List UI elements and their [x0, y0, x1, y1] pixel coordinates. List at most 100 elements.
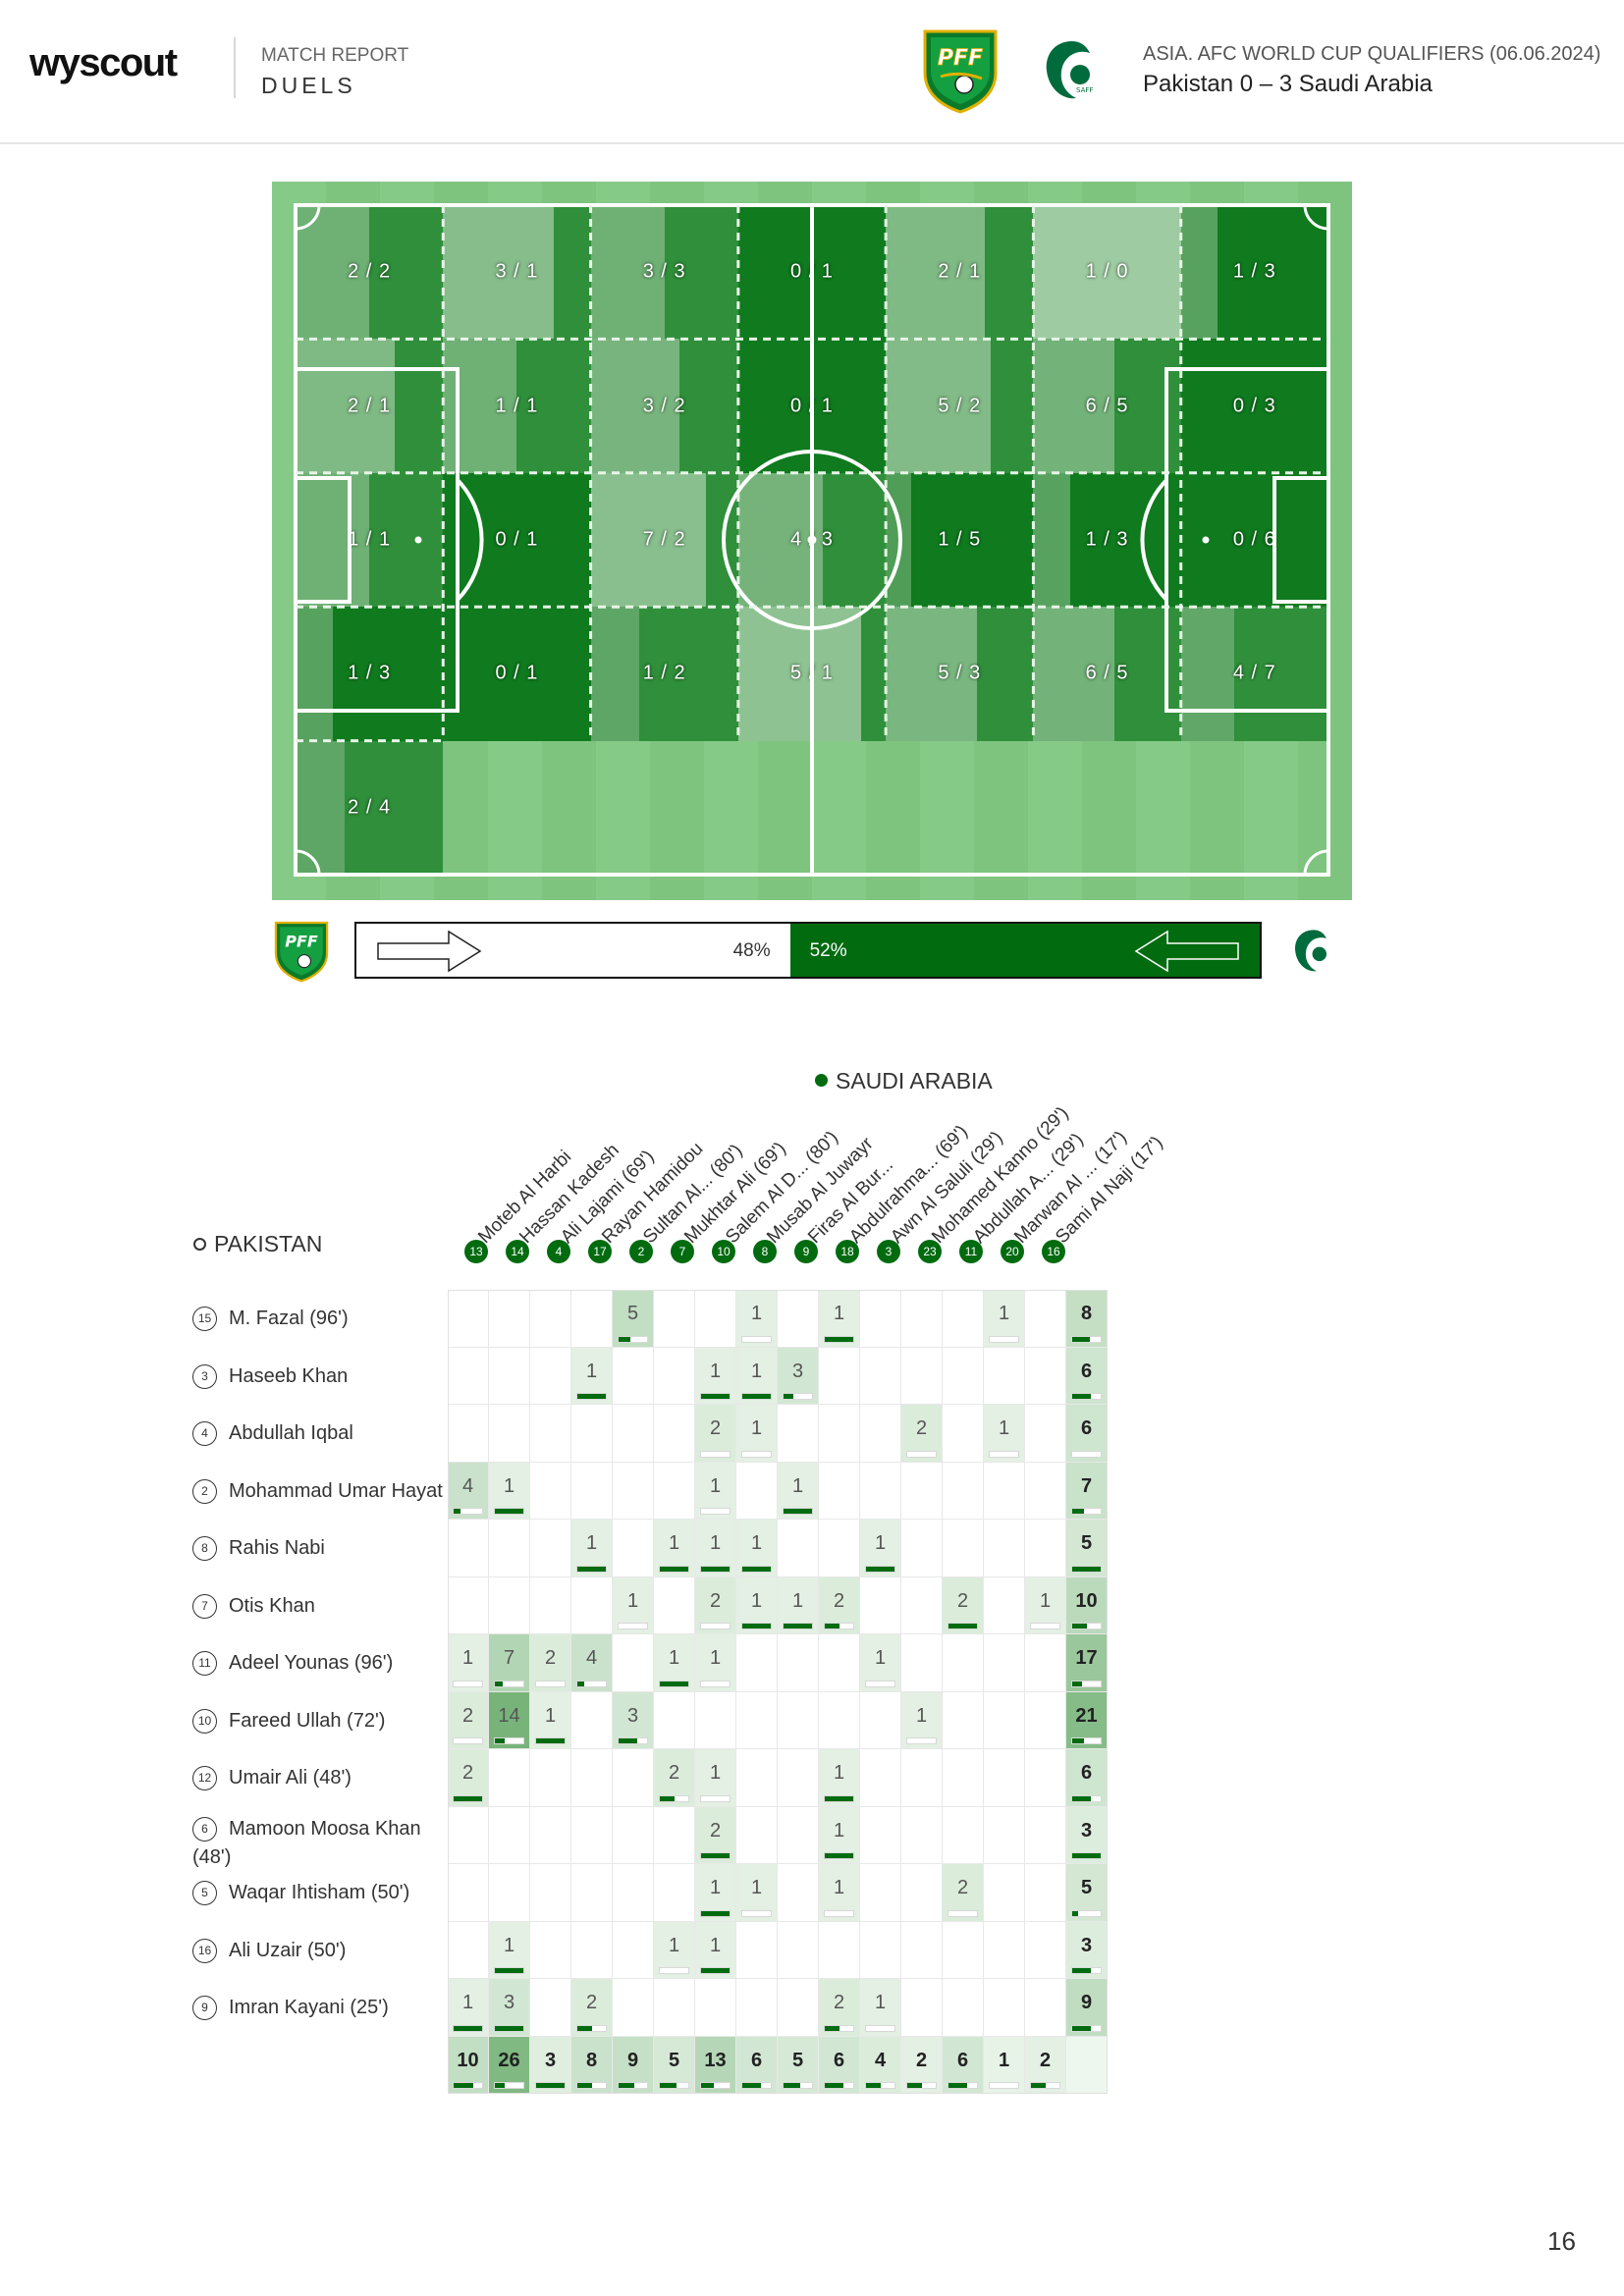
matrix-cell: 1 [819, 1864, 860, 1922]
jersey-number-badge: 16 [1042, 1240, 1065, 1263]
won-share-fill [495, 2025, 523, 2031]
row-player: 10 Fareed Ullah (72') [192, 1707, 448, 1735]
zone-label: 1 / 5 [938, 528, 982, 551]
matrix-cell: 4 [448, 1462, 489, 1520]
zone-label: 2 / 2 [348, 260, 392, 283]
cell-value: 9 [1080, 1992, 1093, 2013]
matrix-cell [984, 1806, 1025, 1864]
column-total-cell: 1 [984, 2036, 1025, 2094]
cell-value: 1 [709, 1474, 722, 1497]
cell-value: 1 [668, 1647, 680, 1669]
won-share-track [659, 1680, 689, 1687]
won-share-fill [825, 1336, 853, 1342]
won-share-fill [660, 1681, 688, 1686]
won-share-fill [454, 1509, 461, 1514]
matrix-cell [901, 1290, 943, 1348]
won-share-fill [784, 1394, 793, 1399]
matrix-cell [489, 1405, 530, 1463]
column-total-cell: 5 [654, 2036, 695, 2094]
won-share-track [1071, 1450, 1102, 1458]
cell-value: 7 [503, 1647, 515, 1669]
matrix-cell [1025, 1979, 1066, 2037]
matrix-cell [943, 1405, 984, 1463]
won-share-track [453, 1680, 483, 1687]
won-share-track [700, 1680, 731, 1687]
matrix-cell [984, 1691, 1025, 1749]
matrix-cell: 1 [654, 1921, 695, 1979]
won-share-track [906, 1737, 937, 1744]
matrix-cell: 7 [489, 1634, 530, 1692]
matrix-cell [901, 1520, 943, 1577]
matrix-cell [778, 1634, 819, 1692]
matrix-cell [901, 1634, 943, 1692]
cell-value: 1 [915, 1704, 928, 1727]
jersey-number-badge: 17 [588, 1240, 612, 1263]
matrix-cell [943, 1290, 984, 1348]
cell-value: 3 [791, 1360, 804, 1382]
home-team-name: PAKISTAN [214, 1231, 323, 1256]
cell-value: 1 [503, 1474, 515, 1497]
won-share-fill [825, 1853, 853, 1858]
won-share-track [741, 2082, 772, 2089]
won-share-fill [619, 1336, 630, 1342]
cell-value: 2 [709, 1417, 722, 1439]
matrix-cell [778, 1520, 819, 1577]
matrix-cell [654, 1290, 695, 1348]
matrix-cell: 1 [695, 1520, 736, 1577]
matrix-cell: 1 [901, 1691, 943, 1749]
matrix-cell [654, 1691, 695, 1749]
cell-value: 1 [544, 1704, 557, 1727]
won-share-track [824, 2082, 854, 2089]
matrix-cell [489, 1576, 530, 1634]
matrix-cell [448, 1405, 489, 1463]
cell-value: 1 [750, 1532, 763, 1554]
matrix-cell [530, 1921, 571, 1979]
matrix-cell: 1 [695, 1749, 736, 1807]
jersey-number-badge: 7 [192, 1593, 217, 1619]
matrix-cell [530, 1576, 571, 1634]
cell-value: 2 [668, 1762, 680, 1784]
row-player-name: Otis Khan [229, 1594, 315, 1617]
won-share-fill [454, 2083, 474, 2088]
pitch-zone: 2 / 1 [886, 205, 1034, 340]
won-share-track [453, 1794, 483, 1802]
pitch-zone: 1 / 1 [296, 472, 444, 608]
won-share-fill [701, 1968, 730, 1973]
row-player-name: Imran Kayani (25') [229, 1997, 389, 2018]
matrix-cell: 1 [819, 1749, 860, 1807]
matrix-cell [943, 1806, 984, 1864]
saudi-badge-icon: SAFF [1039, 37, 1106, 104]
row-total-cell: 8 [1066, 1290, 1108, 1348]
won-share-track [453, 1737, 483, 1744]
matrix-cell: 1 [571, 1520, 613, 1577]
pitch-zone: 1 / 2 [590, 607, 738, 741]
matrix-cell [654, 1347, 695, 1405]
home-possession-fill: 48% [356, 924, 790, 977]
matrix-cell [901, 1864, 943, 1922]
header-divider [234, 37, 236, 98]
row-player: 4 Abdullah Iqbal [192, 1419, 448, 1448]
cell-value: 1 [461, 1647, 474, 1669]
won-share-fill [495, 2083, 506, 2088]
pakistan-badge-small-icon: PFF [274, 921, 329, 983]
won-share-track [1071, 1565, 1102, 1573]
zone-label: 1 / 3 [1232, 260, 1276, 283]
away-team-legend: SAUDI ARABIA [815, 1068, 993, 1095]
cell-value: 1 [750, 1360, 763, 1382]
won-share-fill [577, 2025, 592, 2031]
row-total-cell: 21 [1066, 1691, 1108, 1749]
cell-value: 1 [833, 1762, 845, 1784]
matrix-cell [571, 1921, 613, 1979]
matrix-cell: 1 [448, 1634, 489, 1692]
pitch-zone: 0 / 1 [443, 607, 591, 741]
cell-value: 6 [956, 2049, 969, 2071]
zone-label: 0 / 1 [790, 395, 834, 417]
matrix-cell [984, 1921, 1025, 1979]
matrix-cell [448, 1806, 489, 1864]
matrix-cell [943, 1749, 984, 1807]
cell-value: 2 [585, 1992, 598, 2013]
matrix-cell [613, 1405, 654, 1463]
won-share-fill [577, 2083, 592, 2088]
matrix-cell: 1 [984, 1290, 1025, 1348]
won-share-fill [1072, 2025, 1092, 2031]
